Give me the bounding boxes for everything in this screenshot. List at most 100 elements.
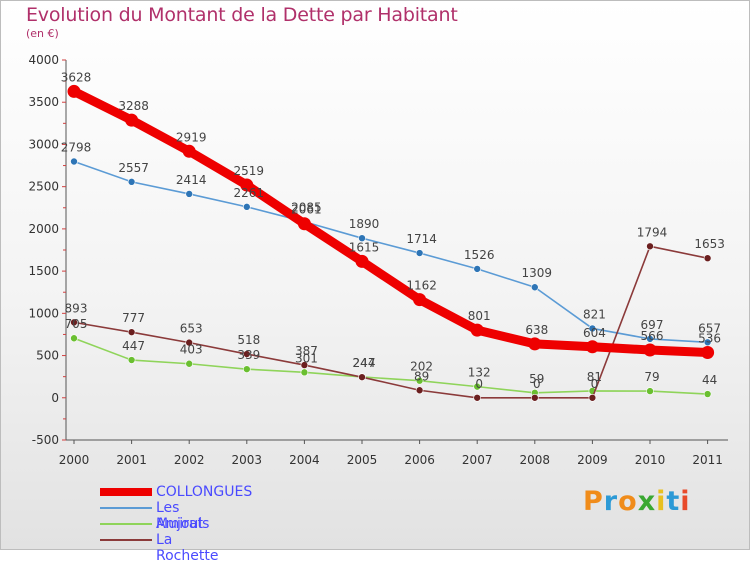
- data-point-amirat: [243, 365, 251, 373]
- x-tick-label: 2006: [404, 453, 435, 467]
- data-label-amirat: 403: [180, 343, 203, 357]
- logo-letter: P: [583, 486, 604, 517]
- data-label-la-rochette: 0: [591, 377, 599, 391]
- data-point-la-rochette: [530, 393, 539, 402]
- y-tick-label: 2000: [28, 222, 59, 236]
- data-point-la-rochette: [703, 254, 712, 262]
- data-point-les-mujouls: [530, 283, 539, 292]
- x-tick-label: 2009: [577, 453, 608, 467]
- data-point-collongues: [182, 144, 196, 158]
- data-point-la-rochette: [70, 318, 78, 327]
- data-label-amirat: 44: [702, 373, 717, 387]
- data-label-amirat: 132: [468, 366, 491, 380]
- y-tick-label: -500: [32, 433, 59, 447]
- data-label-collongues: 604: [583, 326, 606, 340]
- data-point-collongues: [413, 293, 427, 307]
- data-point-les-mujouls: [646, 335, 654, 343]
- data-point-amirat: [127, 356, 136, 364]
- y-tick-label: 1000: [28, 306, 59, 320]
- chart-unit-label: (en €): [26, 27, 59, 40]
- series-line-amirat: [73, 337, 709, 395]
- data-point-les-mujouls: [703, 338, 712, 347]
- data-point-les-mujouls: [473, 265, 482, 273]
- data-point-amirat: [300, 368, 309, 377]
- y-tick-label: 1500: [28, 264, 59, 278]
- data-label-collongues: 801: [468, 309, 491, 323]
- data-label-collongues: 638: [525, 323, 548, 337]
- data-point-la-rochette: [646, 242, 654, 251]
- y-tick-label: 500: [36, 349, 59, 363]
- data-label-la-rochette: 518: [237, 333, 260, 347]
- legend-swatch-collongues: [100, 488, 152, 496]
- data-point-collongues: [297, 217, 311, 231]
- proxiti-logo: Proxiti: [583, 486, 691, 517]
- data-point-amirat: [703, 390, 712, 398]
- legend-label-les-mujouls: Les Mujouls: [156, 500, 210, 532]
- data-point-la-rochette: [415, 386, 424, 395]
- data-point-collongues: [240, 178, 254, 192]
- data-label-les-mujouls: 1309: [522, 266, 553, 280]
- data-label-les-mujouls: 697: [641, 318, 664, 332]
- x-tick-label: 2011: [692, 453, 723, 467]
- logo-letter: t: [666, 486, 681, 517]
- x-tick-label: 2003: [232, 453, 263, 467]
- data-label-amirat: 339: [237, 348, 260, 362]
- data-point-la-rochette: [185, 338, 193, 347]
- data-point-la-rochette: [588, 393, 597, 402]
- data-label-amirat: 202: [410, 360, 433, 374]
- data-label-les-mujouls: 657: [698, 321, 721, 335]
- logo-letter: x: [637, 486, 657, 517]
- data-point-la-rochette: [473, 393, 482, 402]
- data-label-amirat: 81: [587, 370, 602, 384]
- data-point-collongues: [355, 254, 369, 268]
- data-point-la-rochette: [358, 373, 366, 381]
- x-tick-label: 2005: [347, 453, 378, 467]
- data-label-la-rochette: 244: [353, 356, 376, 370]
- series-line-collongues: [69, 86, 713, 358]
- y-tick-label: 3500: [28, 95, 59, 109]
- legend-swatch-les-mujouls: [100, 507, 152, 509]
- data-point-amirat: [646, 387, 654, 395]
- data-label-collongues: 1615: [349, 240, 380, 254]
- x-tick-label: 2008: [520, 453, 551, 467]
- data-point-collongues: [585, 340, 599, 354]
- data-label-collongues: 536: [698, 332, 721, 346]
- data-point-amirat: [415, 376, 424, 385]
- y-tick-label: 4000: [28, 53, 59, 67]
- x-tick-label: 2007: [462, 453, 493, 467]
- data-point-les-mujouls: [415, 249, 424, 257]
- series-line-les-mujouls: [73, 160, 709, 344]
- data-point-collongues: [701, 346, 715, 360]
- y-tick-label: 2500: [28, 180, 59, 194]
- data-point-les-mujouls: [358, 234, 366, 242]
- data-label-collongues: 2919: [176, 130, 207, 144]
- data-label-les-mujouls: 821: [583, 307, 606, 321]
- data-point-la-rochette: [127, 328, 136, 336]
- data-label-la-rochette: 0: [475, 377, 483, 391]
- data-point-collongues: [528, 337, 542, 351]
- data-label-la-rochette: 1653: [694, 237, 725, 251]
- legend-label-la-rochette: La Rochette: [156, 532, 219, 564]
- data-label-amirat: 79: [644, 370, 659, 384]
- data-point-les-mujouls: [185, 190, 193, 198]
- data-point-collongues: [67, 84, 81, 98]
- data-point-amirat: [473, 382, 482, 391]
- data-label-la-rochette: 893: [65, 301, 88, 315]
- y-tick-label: 3000: [28, 137, 59, 151]
- data-label-amirat: 59: [529, 372, 544, 386]
- logo-letter: i: [680, 486, 691, 517]
- data-point-les-mujouls: [127, 178, 136, 186]
- data-label-amirat: 301: [295, 351, 318, 365]
- data-label-la-rochette: 387: [295, 344, 318, 358]
- data-label-amirat: 247: [353, 356, 376, 370]
- data-point-la-rochette: [300, 361, 309, 369]
- data-label-la-rochette: 0: [533, 377, 541, 391]
- data-point-les-mujouls: [588, 324, 597, 333]
- x-tick-label: 2004: [289, 453, 320, 467]
- logo-letter: i: [656, 486, 667, 517]
- chart-title: Evolution du Montant de la Dette par Hab…: [26, 4, 458, 26]
- logo-letter: r: [603, 486, 619, 517]
- legend-swatch-amirat: [100, 523, 152, 525]
- data-label-les-mujouls: 2261: [234, 186, 265, 200]
- data-label-collongues: 1162: [406, 279, 437, 293]
